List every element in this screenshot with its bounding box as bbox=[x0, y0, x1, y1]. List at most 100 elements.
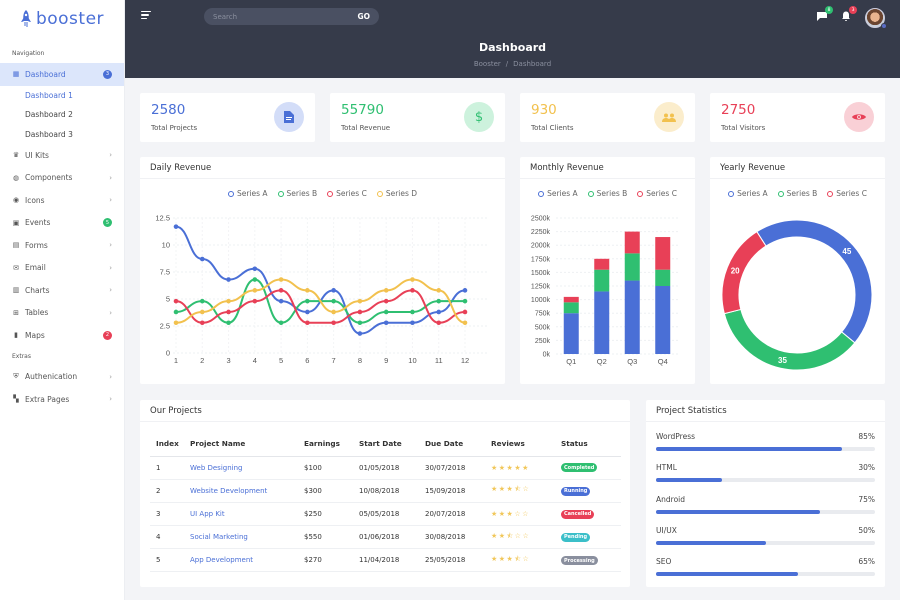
table-row: 3 UI App Kit $250 05/05/2018 20/07/2018 ★★★☆☆… bbox=[150, 502, 621, 527]
svg-text:7.5: 7.5 bbox=[160, 268, 170, 277]
sidebar-item-events[interactable]: ▣ Events 5 bbox=[0, 212, 124, 235]
sidebar-item-ui-kits[interactable]: ♛ UI Kits › bbox=[0, 144, 124, 167]
sidebar-item-email[interactable]: ✉ Email › bbox=[0, 257, 124, 280]
project-name-link[interactable]: App Development bbox=[190, 548, 304, 573]
progress-percent: 85% bbox=[858, 432, 875, 441]
charts-icon: ▥ bbox=[12, 286, 20, 295]
project-statistics-card: Project Statistics WordPress 85% HTML 30% An… bbox=[646, 400, 885, 587]
svg-text:35: 35 bbox=[778, 356, 787, 365]
project-name-link[interactable]: Website Development bbox=[190, 479, 304, 503]
project-name-link[interactable]: Web Designing bbox=[190, 456, 304, 480]
col-start-date[interactable]: Start Date bbox=[359, 432, 425, 457]
projects-table: Index Project Name Earnings Start Date D… bbox=[150, 432, 621, 573]
chevron-right-icon: › bbox=[109, 286, 112, 295]
progress-fill bbox=[656, 478, 722, 483]
svg-text:Q4: Q4 bbox=[658, 357, 668, 366]
progress-label: WordPress bbox=[656, 432, 696, 441]
table-row: 2 Website Development $300 10/08/2018 15/09/… bbox=[150, 479, 621, 503]
col-status[interactable]: Status bbox=[561, 432, 621, 457]
sidebar-subitem-dashboard-1[interactable]: Dashboard 1 bbox=[25, 90, 73, 100]
sidebar-item-icons[interactable]: ◉ Icons › bbox=[0, 189, 124, 212]
chevron-right-icon: › bbox=[109, 196, 112, 205]
legend-item-b[interactable]: Series B bbox=[587, 189, 627, 198]
legend-item-a[interactable]: Series A bbox=[538, 189, 578, 198]
shield-icon: ⛨ bbox=[13, 372, 19, 381]
svg-text:3: 3 bbox=[226, 356, 230, 365]
daily-revenue-card: Daily Revenue Series A Series B Series C… bbox=[140, 157, 505, 384]
breadcrumb-booster[interactable]: Booster bbox=[473, 60, 501, 68]
svg-text:250k: 250k bbox=[535, 338, 551, 345]
brand-logo[interactable]: booster bbox=[0, 0, 124, 38]
stat-value: 2750 bbox=[721, 102, 756, 118]
cell-start-date: 01/06/2018 bbox=[359, 525, 425, 550]
cell-due-date: 30/07/2018 bbox=[425, 456, 491, 480]
svg-text:2250k: 2250k bbox=[531, 229, 551, 236]
svg-text:11: 11 bbox=[435, 356, 443, 365]
sidebar-item-charts[interactable]: ▥ Charts › bbox=[0, 279, 124, 302]
chat-icon bbox=[817, 12, 827, 21]
yearly-revenue-card: Yearly Revenue Series A Series B Series … bbox=[710, 157, 885, 384]
review-stars: ★★★⯪☆ bbox=[491, 548, 561, 573]
sidebar-item-maps[interactable]: ▮ Maps 2 bbox=[0, 324, 124, 347]
status-cell: Pending bbox=[561, 525, 621, 550]
chevron-right-icon: › bbox=[109, 263, 112, 272]
chevron-right-icon: › bbox=[109, 308, 112, 317]
sidebar-item-forms[interactable]: ▤ Forms › bbox=[0, 234, 124, 257]
review-stars: ★★★★★ bbox=[491, 456, 561, 480]
sidebar-item-extra-pages[interactable]: ▚ Extra Pages › bbox=[0, 388, 124, 411]
topbar: GO 8 3 Dashboard Booster/Dashboard bbox=[125, 0, 900, 78]
notifications-button[interactable]: 3 bbox=[841, 6, 857, 21]
sidebar-item-label: Extra Pages bbox=[25, 394, 70, 404]
svg-text:20: 20 bbox=[731, 267, 740, 276]
sidebar-item-label: UI Kits bbox=[25, 150, 49, 160]
svg-text:0: 0 bbox=[166, 349, 170, 358]
progress-bar bbox=[656, 540, 875, 545]
svg-text:8: 8 bbox=[358, 356, 362, 365]
sidebar-subitem-dashboard-2[interactable]: Dashboard 2 bbox=[25, 110, 73, 120]
legend-item-c[interactable]: Series C bbox=[327, 189, 367, 198]
pages-icon: ▚ bbox=[13, 395, 19, 404]
search-input[interactable] bbox=[213, 12, 358, 21]
sidebar-item-authentication[interactable]: ⛨ Authenication › bbox=[0, 366, 124, 389]
svg-text:12.5: 12.5 bbox=[155, 214, 170, 223]
sidebar-item-label: Authenication bbox=[25, 372, 78, 382]
sidebar-item-dashboard[interactable]: ▦ Dashboard 3 bbox=[0, 63, 124, 86]
card-title: Yearly Revenue bbox=[710, 157, 885, 179]
col-index[interactable]: Index bbox=[150, 432, 190, 457]
progress-item-wordpress: WordPress 85% bbox=[656, 432, 875, 451]
col-reviews[interactable]: Reviews bbox=[491, 432, 561, 457]
legend-item-b[interactable]: Series B bbox=[277, 189, 317, 198]
legend-item-a[interactable]: Series A bbox=[227, 189, 268, 198]
messages-button[interactable]: 8 bbox=[817, 6, 833, 21]
online-status-dot bbox=[881, 23, 887, 29]
card-title: Project Statistics bbox=[646, 400, 885, 422]
cell-start-date: 11/04/2018 bbox=[359, 548, 425, 573]
col-due-date[interactable]: Due Date bbox=[425, 432, 491, 457]
project-name-link[interactable]: UI App Kit bbox=[190, 502, 304, 527]
icons-icon: ◉ bbox=[12, 196, 20, 205]
status-badge: Running bbox=[561, 486, 591, 496]
user-avatar[interactable] bbox=[865, 8, 887, 29]
chevron-right-icon: › bbox=[109, 173, 112, 182]
legend-item-d[interactable]: Series D bbox=[376, 189, 417, 198]
chevron-right-icon: › bbox=[109, 151, 112, 160]
legend-item-b[interactable]: Series B bbox=[777, 189, 817, 198]
table-row: 5 App Development $270 11/04/2018 25/05/2018… bbox=[150, 548, 621, 573]
sidebar-item-label: Forms bbox=[25, 240, 48, 250]
chevron-right-icon: › bbox=[109, 395, 112, 404]
sidebar-item-tables[interactable]: ⊞ Tables › bbox=[0, 302, 124, 325]
cell-index: 5 bbox=[150, 548, 190, 573]
legend-item-a[interactable]: Series A bbox=[728, 189, 768, 198]
col-project-name[interactable]: Project Name bbox=[190, 432, 304, 457]
sidebar-item-components[interactable]: ◍ Components › bbox=[0, 167, 124, 190]
map-icon: ▮ bbox=[14, 331, 18, 340]
search-go-button[interactable]: GO bbox=[357, 12, 370, 21]
sidebar-subitem-dashboard-3[interactable]: Dashboard 3 bbox=[25, 129, 73, 139]
menu-toggle-icon[interactable] bbox=[141, 11, 151, 21]
dollar-icon: $ bbox=[464, 102, 494, 132]
legend-item-c[interactable]: Series C bbox=[637, 189, 677, 198]
col-earnings[interactable]: Earnings bbox=[304, 432, 359, 457]
components-icon: ◍ bbox=[12, 173, 20, 182]
project-name-link[interactable]: Social Marketing bbox=[190, 525, 304, 550]
legend-item-c[interactable]: Series C bbox=[827, 189, 867, 198]
